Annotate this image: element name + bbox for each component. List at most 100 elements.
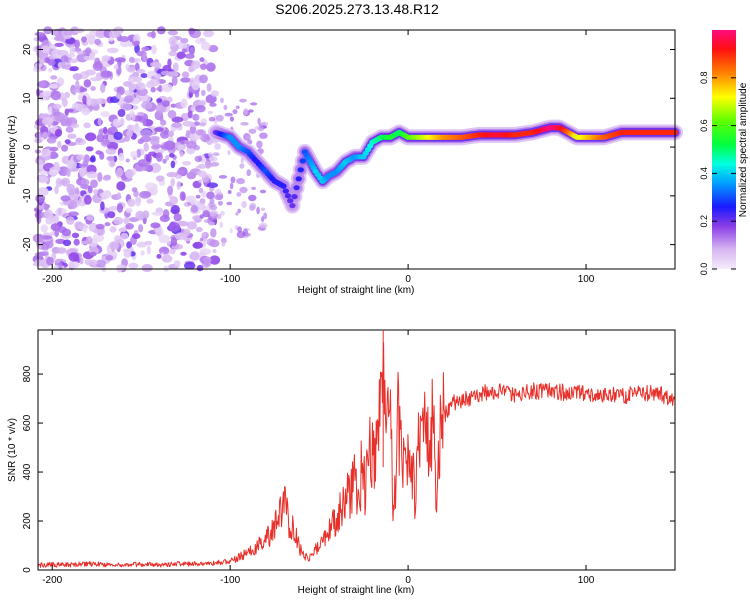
noise-blob — [263, 212, 268, 220]
spectrogram-y-tick-label: 0 — [22, 144, 33, 150]
noise-blob — [48, 169, 59, 176]
noise-blob — [60, 195, 71, 202]
noise-blob — [87, 185, 93, 194]
colorbar-gradient — [712, 30, 736, 269]
noise-blob — [118, 227, 127, 233]
noise-blob — [180, 98, 188, 109]
noise-blob — [206, 83, 212, 92]
noise-blob — [260, 207, 266, 211]
noise-blob — [83, 55, 96, 61]
noise-blob — [195, 105, 206, 113]
noise-blob — [81, 36, 87, 43]
noise-blob — [37, 251, 49, 256]
noise-blob — [227, 190, 232, 194]
noise-blob — [248, 128, 257, 134]
spectrogram-y-tick-label: -10 — [22, 188, 33, 203]
noise-blob — [64, 91, 70, 99]
noise-blob — [65, 108, 74, 113]
noise-blob — [136, 68, 146, 74]
noise-blob — [74, 221, 84, 230]
noise-blob — [48, 68, 53, 73]
noise-blob — [142, 210, 150, 219]
noise-blob — [237, 208, 241, 214]
noise-blob — [257, 126, 265, 132]
noise-blob — [67, 133, 77, 139]
noise-blob — [208, 45, 219, 53]
noise-blob — [64, 30, 74, 36]
noise-blob — [69, 58, 78, 64]
noise-blob — [102, 139, 111, 146]
noise-blob — [155, 175, 165, 182]
noise-blob — [240, 157, 244, 164]
noise-blob — [159, 214, 170, 223]
noise-blob — [232, 109, 238, 115]
noise-blob — [61, 61, 66, 70]
ridge-point — [297, 167, 304, 173]
noise-blob — [120, 102, 132, 111]
noise-blob — [161, 100, 170, 107]
ridge-point — [280, 183, 287, 189]
noise-blob — [90, 179, 98, 188]
noise-blob — [140, 73, 148, 79]
noise-blob — [74, 187, 80, 195]
noise-blob — [127, 66, 136, 73]
noise-blob — [34, 259, 43, 266]
noise-blob — [166, 172, 178, 178]
noise-blob — [188, 27, 195, 35]
noise-blob — [113, 131, 123, 140]
noise-blob — [151, 44, 157, 55]
noise-blob — [139, 190, 152, 199]
noise-blob — [158, 234, 170, 244]
noise-blob — [112, 118, 122, 128]
noise-blob — [169, 247, 176, 255]
noise-blob — [50, 90, 61, 101]
noise-blob — [195, 226, 203, 233]
noise-blob — [203, 219, 212, 224]
noise-blob — [195, 165, 202, 169]
noise-blob — [100, 83, 106, 93]
noise-blob — [47, 214, 55, 221]
noise-blob — [109, 226, 117, 233]
noise-blob — [45, 218, 51, 225]
noise-blob — [162, 247, 170, 255]
noise-blob — [44, 57, 50, 64]
noise-blob — [134, 62, 140, 72]
noise-blob — [108, 30, 121, 38]
noise-blob — [194, 155, 203, 163]
noise-blob — [198, 122, 207, 127]
noise-blob — [48, 106, 53, 115]
noise-blob — [107, 211, 116, 219]
figure-title: S206.2025.273.13.48.R12 — [275, 1, 439, 17]
snr-x-axis-label: Height of straight line (km) — [298, 585, 415, 596]
spectrogram-x-tick-label: -100 — [220, 274, 240, 285]
noise-blob — [116, 167, 124, 177]
noise-blob — [65, 126, 74, 133]
noise-blob — [55, 177, 63, 188]
noise-blob — [156, 254, 162, 259]
noise-blob — [135, 196, 142, 203]
noise-blob — [220, 211, 225, 216]
noise-blob — [239, 98, 247, 103]
noise-blob — [180, 37, 189, 44]
noise-blob — [72, 88, 77, 96]
noise-blob — [72, 73, 83, 81]
noise-blob — [75, 103, 84, 112]
noise-blob — [168, 130, 174, 137]
noise-blob — [167, 185, 174, 196]
noise-blob — [176, 180, 181, 190]
noise-blob — [146, 245, 151, 255]
noise-blob — [251, 186, 257, 190]
noise-blob — [140, 250, 145, 256]
ridge-point — [293, 185, 300, 191]
noise-blob — [150, 86, 156, 93]
ridge-point — [284, 193, 292, 199]
noise-blob — [168, 50, 178, 57]
noise-blob — [216, 114, 224, 122]
snr-y-tick-label: 0 — [22, 567, 33, 573]
noise-blob — [130, 151, 138, 158]
spectrogram-x-tick-label: -200 — [42, 274, 62, 285]
noise-blob — [98, 228, 106, 236]
noise-blob — [84, 194, 92, 205]
noise-blob — [89, 251, 97, 257]
noise-blob — [195, 114, 200, 120]
